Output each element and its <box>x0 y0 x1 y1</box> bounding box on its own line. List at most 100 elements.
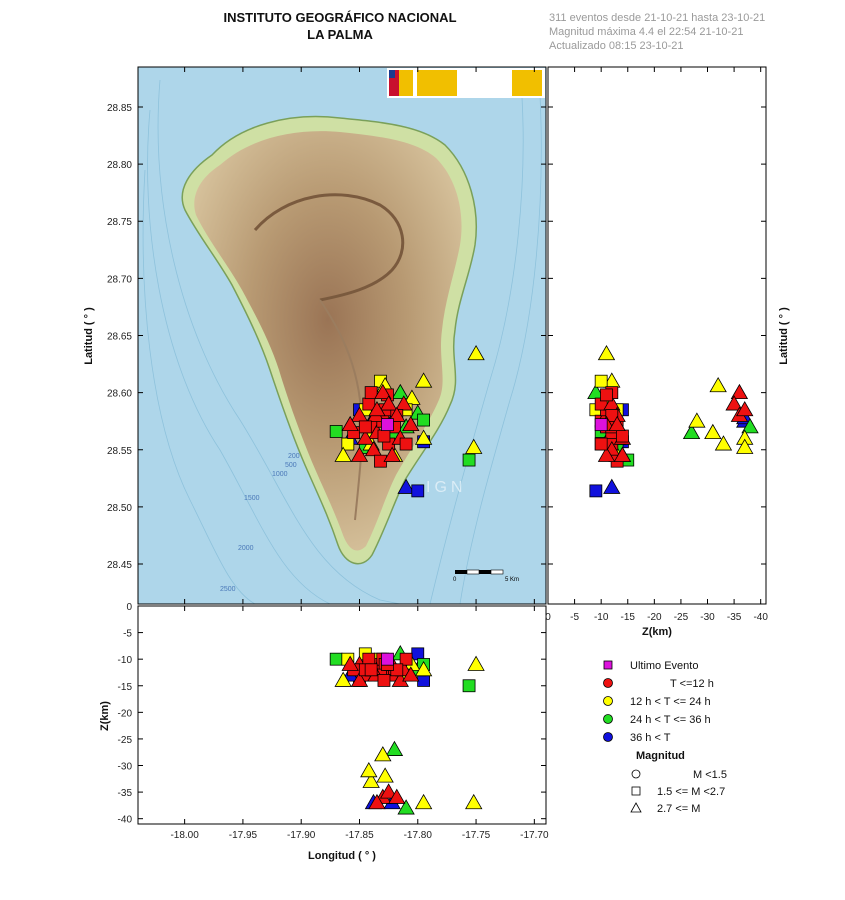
event-marker <box>388 406 406 422</box>
event-marker-depth-lat <box>736 400 754 417</box>
event-marker-depth-lat <box>594 418 608 432</box>
bathymetry-contour <box>142 169 256 604</box>
event-marker <box>374 383 392 400</box>
contour-label: 200 <box>288 453 300 460</box>
event-marker-depth-lat <box>725 395 743 411</box>
depth-lon-panel <box>137 605 547 825</box>
event-marker-depth-lat <box>709 376 727 393</box>
region-title: LA PALMA <box>307 27 373 42</box>
depth-tick-label: -25 <box>118 735 133 746</box>
event-marker-depth-lon <box>334 671 352 687</box>
legend-item-t12: T <=12 h <box>670 678 714 690</box>
latitude-tick-label: 28.75 <box>107 217 132 228</box>
event-marker-depth-lon <box>467 655 485 671</box>
longitude-tick-label: -18.00 <box>170 830 199 841</box>
event-marker <box>414 429 433 445</box>
depth-tick-label: -40 <box>118 815 133 826</box>
bathymetry-contour <box>147 109 331 604</box>
latitude-tick-label: 28.70 <box>107 274 132 285</box>
legend-item-t-older: 36 h < T <box>630 732 671 744</box>
latitude-tick-label: 28.80 <box>107 160 132 171</box>
depth-tick-label: 0 <box>126 602 132 613</box>
depth-lon-events <box>329 645 485 815</box>
legend-shape-small <box>631 769 641 779</box>
event-marker-depth-lon <box>379 783 398 799</box>
event-marker <box>341 415 359 432</box>
event-marker-depth-lat <box>682 423 701 440</box>
latitude-tick-label: 28.50 <box>107 503 132 514</box>
depth-tick-label: -30 <box>700 612 715 623</box>
contour-label: 1500 <box>244 495 260 502</box>
event-marker-depth-lat <box>597 446 616 462</box>
depth-axis-label-vertical: Z(km) <box>99 701 111 731</box>
event-marker-depth-lat <box>594 374 608 388</box>
event-marker-depth-lon <box>377 674 391 687</box>
event-marker-depth-lon <box>376 767 394 783</box>
event-marker-depth-lat <box>704 423 722 440</box>
events-summary: 311 eventos desde 21-10-21 hasta 23-10-2… <box>549 12 766 24</box>
event-marker <box>364 386 378 400</box>
event-marker <box>383 446 401 462</box>
legend-item-last-event: Ultimo Evento <box>630 660 698 672</box>
legend-swatch-t12 <box>603 678 613 688</box>
event-marker-depth-lon <box>368 793 386 810</box>
event-marker-depth-lon <box>417 674 431 687</box>
event-marker <box>381 418 394 432</box>
latitude-axis-label: Latitud ( ° ) <box>83 307 95 365</box>
depth-tick-label: 0 <box>545 612 551 623</box>
depth-axis-label-horizontal: Z(km) <box>642 626 672 638</box>
longitude-tick-label: -17.90 <box>287 830 316 841</box>
latitude-tick-label: 28.65 <box>107 332 132 343</box>
latitude-tick-label: 28.85 <box>107 103 132 114</box>
updated-info: Actualizado 08:15 23-10-21 <box>549 40 684 52</box>
legend-magnitude-medium: 1.5 <= M <2.7 <box>657 786 725 798</box>
event-marker <box>391 383 409 400</box>
depth-lat-panel <box>547 66 767 605</box>
event-marker-depth-lon <box>411 647 425 661</box>
scale-label-start: 0 <box>453 577 457 583</box>
event-marker-depth-lon <box>402 666 420 682</box>
legend-swatch-last-event <box>603 660 613 670</box>
depth-tick-label: -40 <box>753 612 768 623</box>
event-marker <box>329 425 343 438</box>
event-marker-depth-lat <box>603 478 621 494</box>
scale-bar: 0 5 Km <box>453 569 519 583</box>
event-marker-depth-lat <box>741 418 759 434</box>
event-marker <box>358 420 372 434</box>
event-marker-depth-lat <box>714 435 733 451</box>
contour-label: 500 <box>285 462 297 469</box>
event-marker <box>364 440 383 457</box>
depth-tick-label: -35 <box>118 788 133 799</box>
depth-tick-label: -15 <box>621 612 636 623</box>
event-marker-depth-lat <box>616 429 629 443</box>
caldera-ridge <box>253 193 405 302</box>
event-marker <box>411 484 425 498</box>
event-marker <box>465 438 483 454</box>
event-marker-depth-lat <box>600 388 613 402</box>
map-events <box>329 344 485 498</box>
event-marker-depth-lon <box>362 652 376 666</box>
event-marker-depth-lon <box>374 746 392 762</box>
ministry-logo <box>387 68 545 98</box>
depth-tick-label: -20 <box>647 612 662 623</box>
legend-magnitude-large: 2.7 <= M <box>657 803 700 815</box>
axis-ticks: 28.85 28.80 28.75 28.70 28.65 28.60 28.55 28.50… <box>107 67 768 841</box>
event-marker-depth-lon <box>385 740 404 756</box>
latitude-tick-label: 28.55 <box>107 446 132 457</box>
event-marker-depth-lon <box>381 652 394 666</box>
depth-tick-label: -15 <box>118 682 133 693</box>
depth-tick-label: -30 <box>118 762 133 773</box>
legend-magnitude-small: M <1.5 <box>693 769 727 781</box>
contour-label: 2500 <box>220 586 236 593</box>
event-marker-depth-lat <box>736 438 754 454</box>
event-marker <box>397 478 415 494</box>
institute-title: INSTITUTO GEOGRÁFICO NACIONAL <box>223 10 457 25</box>
legend-item-t36: 24 h < T <= 36 h <box>630 714 711 726</box>
longitude-tick-label: -17.70 <box>520 830 549 841</box>
event-marker <box>350 446 369 462</box>
max-magnitude-info: Magnitud máxima 4.4 el 22:54 21-10-21 <box>549 26 744 38</box>
latitude-tick-label: 28.45 <box>107 560 132 571</box>
depth-tick-label: -10 <box>594 612 609 623</box>
depth-lat-events <box>587 344 759 498</box>
